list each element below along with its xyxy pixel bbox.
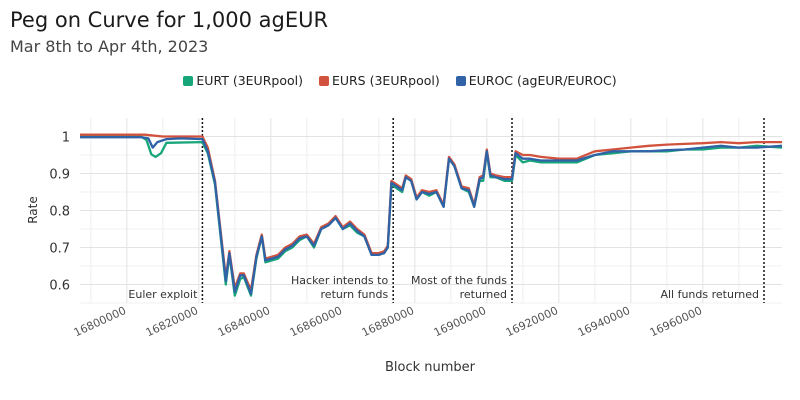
y-tick-label: 0.9 [49,168,70,183]
legend-label-eurs: EURS (3EURpool) [331,73,440,88]
legend-item-eurt: EURT (3EURpool) [183,73,303,88]
x-axis-ticks: 16800000 16820000 16840000 16860000 16880000… [72,304,704,339]
x-tick-label: 16820000 [144,304,200,339]
legend-swatch-eurs [318,76,329,86]
legend-item-eurs: EURS (3EURpool) [318,73,440,88]
series-line-eurt [80,135,783,297]
legend-item-euroc: EUROC (agEUR/EUROC) [455,73,617,88]
legend-swatch-eurt [183,76,194,86]
annotation-label: Hacker intends to [291,274,388,287]
legend-swatch-euroc [455,76,466,86]
x-tick-label: 16880000 [360,304,416,339]
event-lines [201,118,765,303]
annotation-label: return funds [321,288,389,301]
y-axis-ticks: 0.6 0.7 0.8 0.9 1 [49,131,70,294]
y-tick-label: 1 [62,131,70,146]
chart-subtitle: Mar 8th to Apr 4th, 2023 [10,37,209,56]
annotation-label: returned [460,288,507,301]
x-tick-label: 16900000 [432,304,488,339]
x-tick-label: 16920000 [504,304,560,339]
y-tick-label: 0.7 [49,242,70,257]
x-tick-label: 16960000 [648,304,704,339]
x-tick-label: 16940000 [576,304,632,339]
y-axis-label: Rate [26,196,40,224]
legend-label-euroc: EUROC (agEUR/EUROC) [468,73,617,88]
series-line-euroc [80,136,783,295]
annotation-label: Most of the funds [411,274,507,287]
y-tick-label: 0.6 [49,279,70,294]
legend-label-eurt: EURT (3EURpool) [196,73,303,88]
chart-title: Peg on Curve for 1,000 agEUR [10,8,329,32]
x-tick-label: 16800000 [72,304,128,339]
x-tick-label: 16860000 [288,304,344,339]
series-line-eurs [80,133,782,292]
y-tick-label: 0.8 [49,205,70,220]
annotation-label: Euler exploit [128,288,198,301]
x-axis-label: Block number [385,360,476,375]
x-tick-label: 16840000 [216,304,272,339]
annotation-label: All funds returned [660,288,759,301]
series-lines [80,133,783,297]
legend: EURT (3EURpool) EURS (3EURpool) EUROC (a… [0,73,800,88]
